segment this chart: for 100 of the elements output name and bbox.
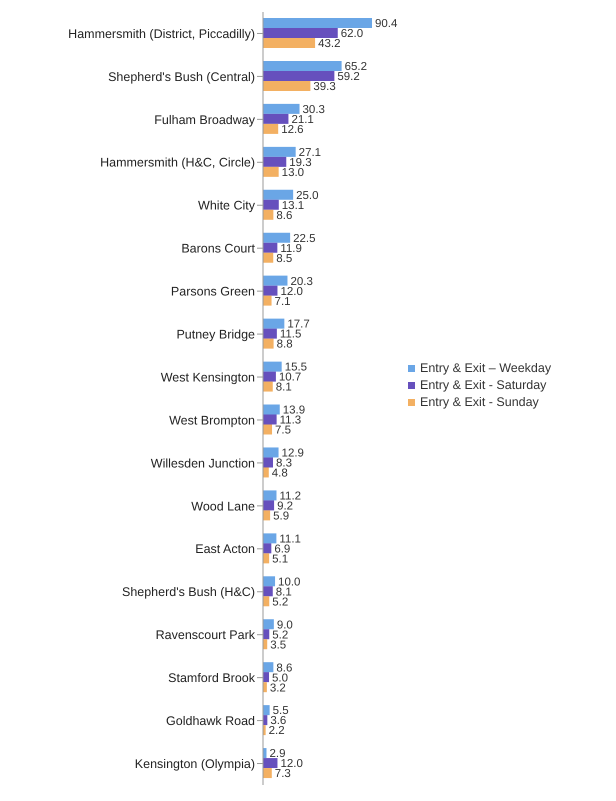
bar [263,156,286,167]
bar [263,38,316,48]
bar [263,543,272,554]
bar [263,662,274,672]
bar [263,124,278,134]
data-label: 9.0 [276,619,293,632]
bar [263,296,272,306]
data-label: 5.9 [273,510,290,522]
bar [263,404,280,415]
data-label: 22.5 [293,232,316,245]
data-label: 13.0 [282,166,304,179]
data-label: 2.2 [268,725,285,738]
data-label: 3.6 [270,715,286,728]
data-label: 8.1 [276,382,292,394]
bar [263,629,270,640]
bar [263,362,282,372]
data-label: 43.2 [318,38,340,50]
bar [263,328,277,339]
data-label: 8.5 [276,252,292,265]
data-label: 8.6 [276,210,292,222]
data-label: 27.1 [298,146,322,159]
data-label: 4.8 [272,468,288,480]
data-label: 20.3 [290,276,313,288]
data-label: 12.0 [280,758,303,770]
bar [263,232,290,243]
data-label: 5.5 [272,705,289,718]
data-label: 10.7 [278,372,302,384]
bar [263,490,277,500]
bar [263,382,273,392]
y-tick-label: White City [198,198,256,213]
bar [263,146,296,157]
data-label: 11.3 [280,414,302,427]
bar [263,166,279,177]
data-label: 12.0 [280,286,303,298]
bar [263,114,288,124]
data-label: 11.9 [280,242,302,255]
bar [263,758,278,768]
y-tick-label: West Brompton [169,413,256,428]
bar [263,768,272,778]
data-label: 10.0 [278,576,300,588]
data-label: 8.3 [276,458,292,470]
y-tick-label: Hammersmith (District, Piccadilly) [68,26,255,41]
data-label: 12.6 [281,124,304,136]
data-label: 11.5 [280,328,302,341]
data-label: 3.2 [270,682,286,694]
bar [263,242,278,253]
y-tick-label: Willesden Junction [150,456,256,470]
bar [263,372,276,382]
data-label: 19.3 [289,156,312,169]
bar [263,414,277,425]
data-label: 8.8 [276,338,293,351]
data-label: 13.1 [282,200,304,212]
bar [263,18,372,28]
bar [263,576,276,586]
legend-label: Entry & Exit - Saturday [420,378,546,392]
data-label: 3.5 [270,639,286,652]
y-tick-label: Shepherd's Bush (H&C) [122,585,255,600]
bar [263,104,300,114]
bar [263,596,270,606]
y-tick-label: Hammersmith (H&C, Circle) [100,156,255,170]
data-label: 12.9 [282,448,304,460]
data-label: 5.1 [272,553,288,566]
data-label: 11.1 [279,533,301,546]
y-tick-label: Kensington (Olympia) [134,756,255,771]
bar [263,586,273,596]
bar [263,467,269,478]
bar [263,619,274,630]
bar [263,338,274,349]
data-label: 62.0 [340,28,364,40]
bar [263,500,274,510]
bar [263,28,338,38]
y-tick-label: Stamford Brook [168,671,256,686]
bar [263,200,279,210]
data-label: 25.0 [296,190,319,202]
data-label: 30.3 [302,104,325,116]
data-label: 8.6 [276,662,292,674]
data-label: 5.2 [272,596,288,608]
data-label: 7.5 [275,424,292,437]
y-tick-label: Barons Court [181,242,256,256]
bar [263,682,267,692]
data-label: 15.5 [284,362,308,374]
bar [263,510,270,520]
y-tick-label: West Kensington [160,370,256,384]
bar [263,70,334,81]
data-label: 8.1 [276,586,292,598]
bar [263,705,270,716]
bar [263,80,310,91]
legend-label: Entry & Exit – Weekday [420,361,552,375]
y-tick-label: Goldhawk Road [166,714,256,728]
bar [263,457,274,468]
bar [263,286,278,296]
y-tick-label: Ravenscourt Park [156,628,256,642]
data-label: 39.3 [313,81,336,94]
data-label: 90.4 [375,18,398,30]
y-tick-label: East Acton [195,542,256,556]
legend-label: Entry & Exit - Sunday [420,395,539,409]
bar [263,672,270,682]
data-label: 2.9 [269,748,286,760]
y-tick-label: Parsons Green [170,284,256,299]
bar [263,715,268,726]
